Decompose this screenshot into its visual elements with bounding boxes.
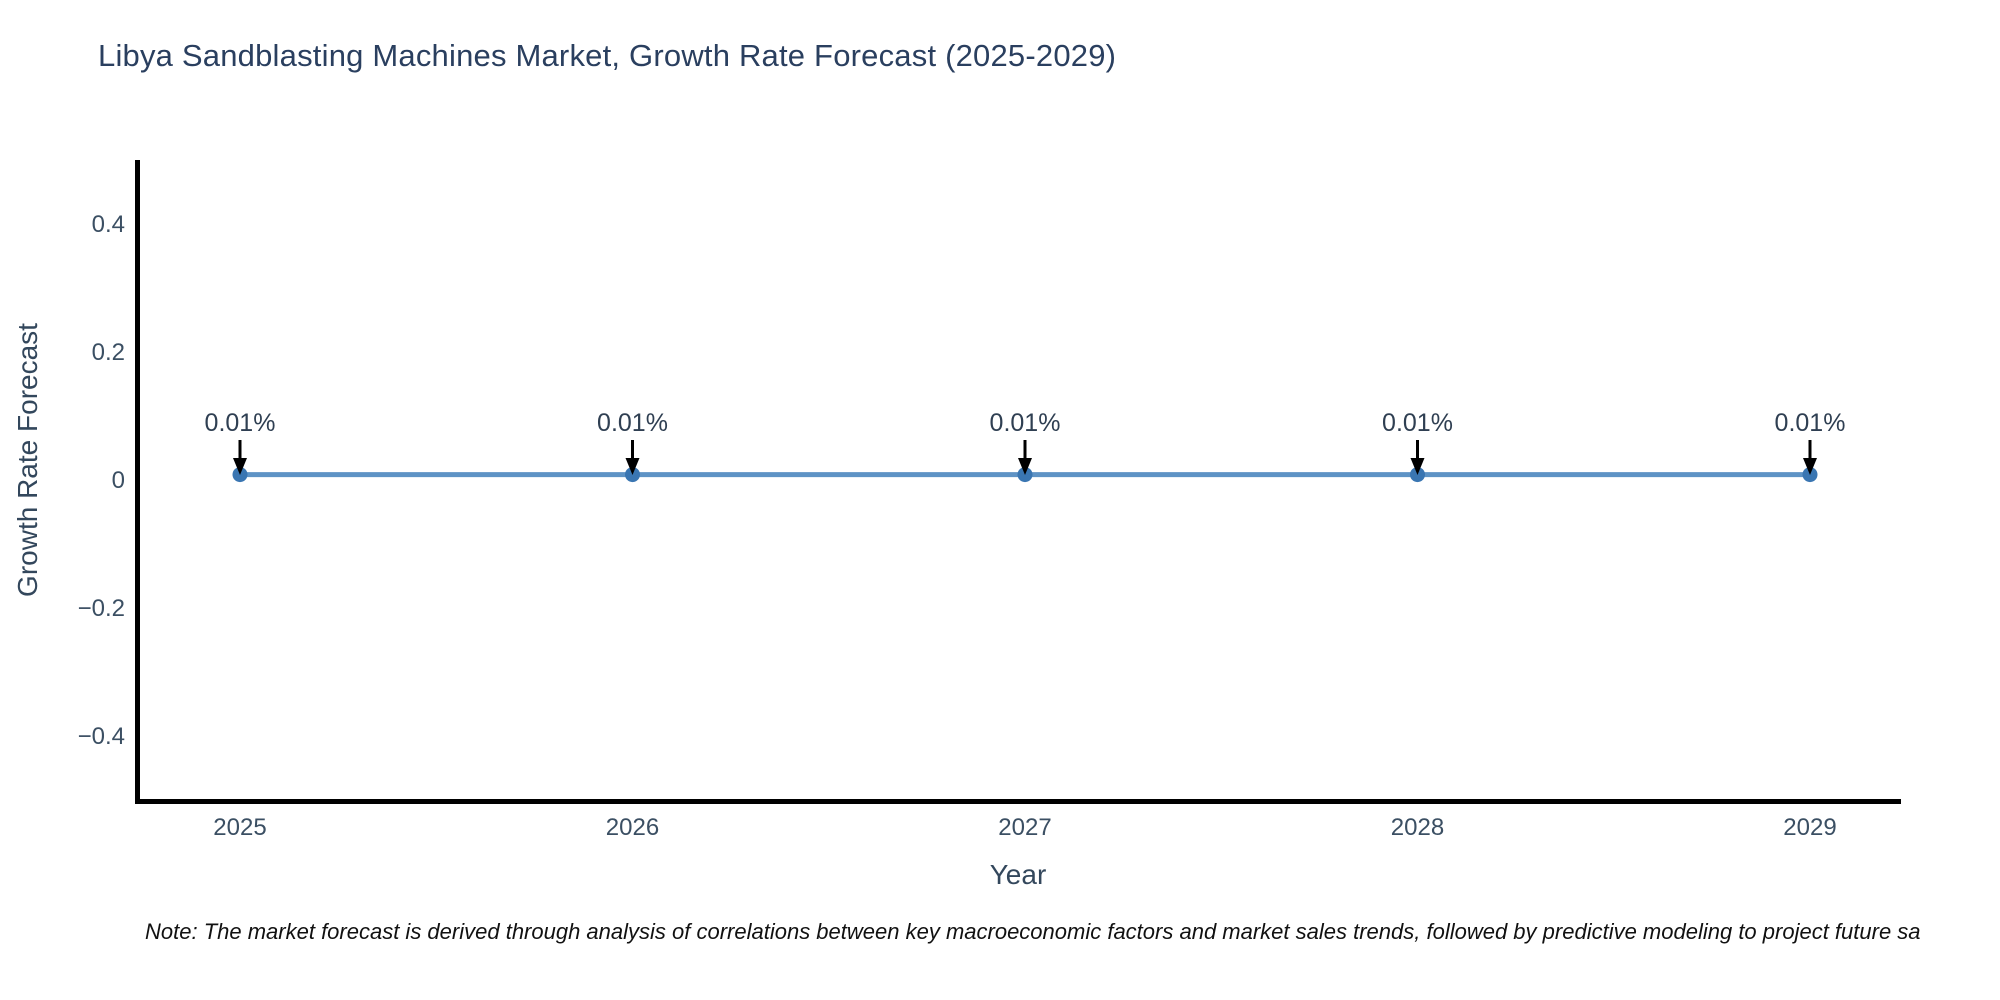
data-point-label: 0.01% (1775, 409, 1846, 437)
data-point-label: 0.01% (597, 409, 668, 437)
x-tick-label: 2026 (605, 814, 660, 841)
x-axis-title: Year (989, 859, 1047, 890)
footnote: Note: The market forecast is derived thr… (145, 919, 1921, 944)
data-point-marker (232, 467, 248, 483)
x-tick-label: 2029 (1783, 814, 1837, 841)
y-tick-label: −0.4 (77, 723, 125, 750)
data-point-label: 0.01% (205, 409, 276, 437)
data-point-marker (1017, 467, 1033, 483)
chart-title: Libya Sandblasting Machines Market, Grow… (98, 38, 1117, 73)
annotation-arrowhead (1803, 458, 1817, 475)
annotation-arrowhead (625, 458, 640, 475)
data-point-marker (1410, 467, 1425, 483)
annotation-arrowhead (1018, 458, 1032, 475)
y-tick-label: 0.2 (91, 339, 125, 366)
y-axis-line (135, 160, 140, 804)
x-tick-label: 2027 (998, 814, 1052, 841)
x-tick-label: 2025 (213, 814, 267, 841)
y-tick-label: 0 (111, 467, 125, 494)
x-axis-line (135, 799, 1901, 804)
y-tick-label: −0.2 (77, 595, 125, 622)
data-point-label: 0.01% (990, 409, 1061, 437)
data-point-marker (1802, 467, 1818, 483)
y-tick-label: 0.4 (91, 211, 125, 238)
annotation-arrowhead (233, 458, 247, 475)
annotation-arrowhead (1410, 458, 1425, 475)
x-tick-label: 2028 (1390, 814, 1445, 841)
data-point-marker (625, 467, 640, 483)
data-point-label: 0.01% (1382, 409, 1453, 437)
